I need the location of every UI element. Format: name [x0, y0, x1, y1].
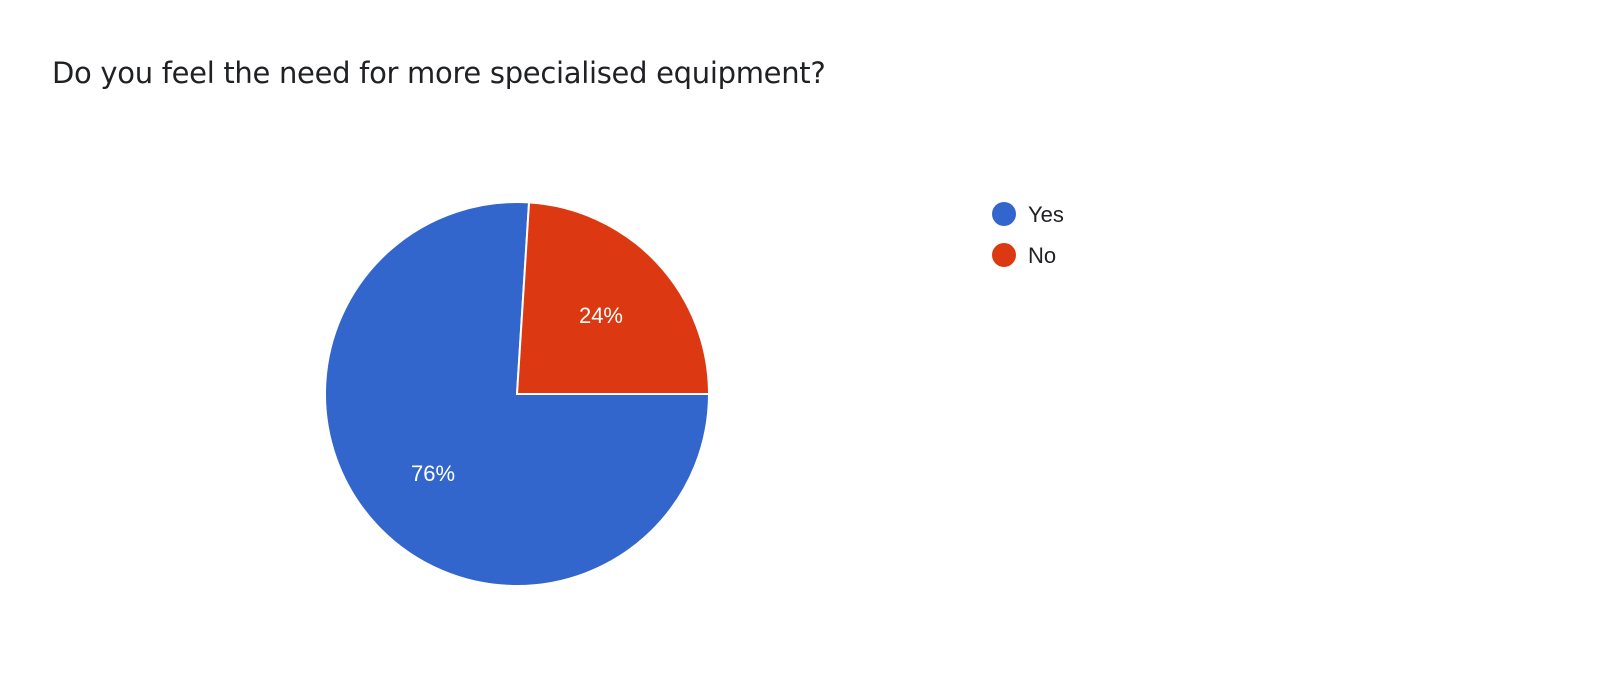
legend-marker-no — [992, 243, 1016, 267]
pie-slice-no[interactable] — [515, 201, 711, 395]
slice-label-no: 24% — [579, 303, 623, 328]
legend-label-yes[interactable]: Yes — [1028, 202, 1064, 227]
slice-label-yes: 76% — [411, 461, 455, 486]
pie-slice-yes[interactable] — [324, 201, 711, 587]
legend-marker-yes — [992, 202, 1016, 226]
chart-title: Do you feel the need for more specialise… — [52, 56, 826, 90]
legend-label-no[interactable]: No — [1028, 243, 1056, 268]
